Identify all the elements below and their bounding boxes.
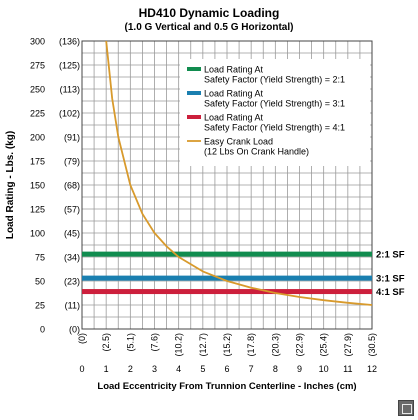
legend-label-3: Load Rating At xyxy=(204,113,264,123)
legend-label-1: Load Rating At xyxy=(204,65,264,75)
x-tick-label: 0 xyxy=(79,364,84,374)
x-tick-label-cm: (10.2) xyxy=(174,333,184,357)
y-tick-label-kg: (45) xyxy=(64,229,80,239)
y-tick-label: 75 xyxy=(35,253,45,263)
x-tick-label-cm: (22.9) xyxy=(295,333,305,357)
plot-frame xyxy=(81,40,373,330)
x-tick-label-cm: (30.5) xyxy=(367,333,377,357)
series-line-3 xyxy=(82,289,372,295)
x-tick-label: 4 xyxy=(176,364,181,374)
legend-label-2: Load Rating At xyxy=(204,89,264,99)
x-tick-label-cm: (17.8) xyxy=(246,333,256,357)
chart-title: HD410 Dynamic Loading xyxy=(139,6,280,20)
y-tick-label: 100 xyxy=(30,229,45,239)
x-tick-label-cm: (5.1) xyxy=(125,333,135,352)
series-line-2 xyxy=(82,275,372,281)
legend-label-1: Safety Factor (Yield Strength) = 2:1 xyxy=(204,75,345,85)
y-tick-label: 225 xyxy=(30,109,45,119)
legend-box xyxy=(180,59,370,166)
y-tick-label-kg: (11) xyxy=(65,301,80,311)
x-tick-label-cm: (25.4) xyxy=(319,333,329,357)
x-tick-label-cm: (2.5) xyxy=(101,333,111,352)
y-tick-label-kg: (113) xyxy=(60,85,80,95)
x-tick-label: 1 xyxy=(104,364,109,374)
y-tick-label-kg: (136) xyxy=(59,37,80,47)
y-tick-label: 125 xyxy=(30,205,45,215)
y-tick-label-kg: (23) xyxy=(64,277,80,287)
x-tick-label: 9 xyxy=(297,364,302,374)
legend-label-4: (12 Lbs On Crank Handle) xyxy=(204,147,309,157)
legend-label-2: Safety Factor (Yield Strength) = 3:1 xyxy=(204,99,345,109)
y-tick-label: 200 xyxy=(30,133,45,143)
y-tick-label-kg: (102) xyxy=(59,109,80,119)
x-axis-label: Load Eccentricity From Trunnion Centerli… xyxy=(97,381,356,392)
x-tick-label-cm: (0) xyxy=(77,333,87,344)
x-tick-label: 11 xyxy=(343,364,352,374)
y-tick-label: 175 xyxy=(30,157,45,167)
y-tick-label-kg: (57) xyxy=(64,205,80,215)
y-tick-label-kg: (79) xyxy=(64,157,80,167)
series-line-1 xyxy=(82,251,372,257)
x-tick-label-cm: (15.2) xyxy=(222,333,232,357)
legend-label-4: Easy Crank Load xyxy=(204,137,273,147)
legend-label-3: Safety Factor (Yield Strength) = 4:1 xyxy=(204,123,345,133)
x-tick-label-cm: (12.7) xyxy=(198,333,208,357)
chart-subtitle: (1.0 G Vertical and 0.5 G Horizontal) xyxy=(125,22,294,33)
x-tick-label: 8 xyxy=(273,364,278,374)
x-tick-label: 3 xyxy=(152,364,157,374)
y-tick-label-kg: (0) xyxy=(69,325,80,335)
y-tick-label-kg: (125) xyxy=(59,61,80,71)
y-axis-label: Load Rating - Lbs. (kg) xyxy=(5,131,16,239)
x-tick-label: 7 xyxy=(249,364,254,374)
y-tick-label: 25 xyxy=(35,301,45,311)
y-tick-label-kg: (34) xyxy=(64,253,80,263)
x-tick-label-cm: (20.3) xyxy=(270,333,280,357)
x-tick-label-cm: (7.6) xyxy=(150,333,160,352)
y-tick-label: 50 xyxy=(35,277,45,287)
y-tick-label: 300 xyxy=(30,37,45,47)
y-tick-label: 0 xyxy=(40,325,45,335)
x-tick-label: 5 xyxy=(200,364,205,374)
y-tick-label: 150 xyxy=(30,181,45,191)
y-tick-label-kg: (91) xyxy=(64,133,80,143)
series-end-label-1: 2:1 SF xyxy=(376,250,405,261)
y-tick-label: 275 xyxy=(30,61,45,71)
y-tick-label: 250 xyxy=(30,85,45,95)
resize-corner-icon xyxy=(398,400,414,416)
series-end-label-2: 3:1 SF xyxy=(376,274,405,285)
x-tick-label: 12 xyxy=(367,364,377,374)
x-tick-label: 10 xyxy=(319,364,329,374)
x-tick-label-cm: (27.9) xyxy=(343,333,353,357)
series-curve-4 xyxy=(105,40,373,306)
series-end-label-3: 4:1 SF xyxy=(376,287,405,298)
y-tick-label-kg: (68) xyxy=(64,181,80,191)
x-tick-label: 2 xyxy=(128,364,133,374)
x-tick-label: 6 xyxy=(224,364,229,374)
